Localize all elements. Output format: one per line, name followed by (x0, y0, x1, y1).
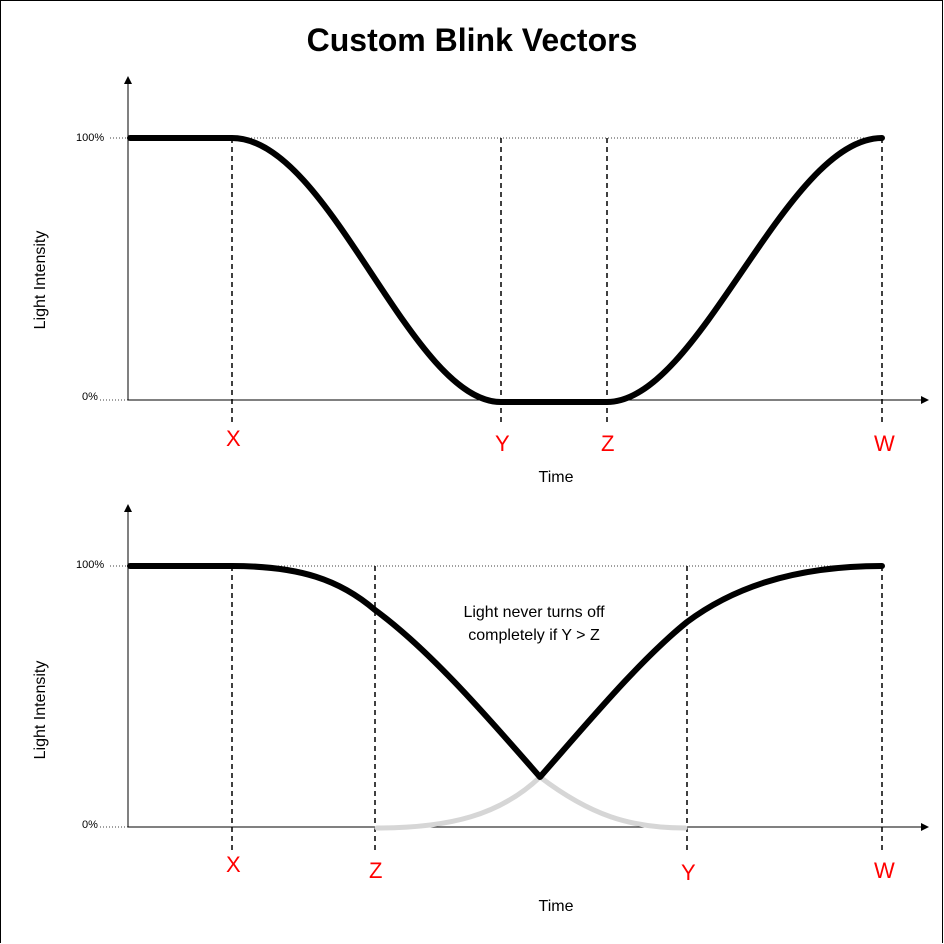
top-tick-100: 100% (76, 132, 104, 144)
top-marker-w: W (874, 431, 895, 456)
bottom-intensity-curve (127, 563, 885, 780)
bottom-y-label: Light Intensity (32, 661, 49, 760)
diagram-title: Custom Blink Vectors (306, 22, 638, 58)
top-intensity-curve (127, 135, 885, 405)
bottom-note-line1: Light never turns off (463, 604, 605, 621)
bottom-ghost-rise-curve (374, 774, 543, 831)
bottom-marker-z: Z (369, 858, 382, 883)
bottom-note-line2: completely if Y > Z (468, 627, 600, 644)
top-y-label: Light Intensity (32, 231, 49, 330)
top-x-label: Time (539, 469, 574, 486)
top-tick-0: 0% (82, 391, 98, 403)
top-marker-z: Z (601, 431, 614, 456)
bottom-panel: 100% 0% Light never turns off completely… (32, 504, 929, 915)
bottom-ghost-fall-curve (537, 774, 688, 831)
bottom-x-label: Time (539, 898, 574, 915)
bottom-tick-100: 100% (76, 559, 104, 571)
bottom-marker-w: W (874, 858, 895, 883)
bottom-marker-y: Y (681, 860, 696, 885)
top-marker-x: X (226, 426, 241, 451)
top-panel: 100% 0% X Y Z W Time Light Intensity (32, 76, 929, 486)
top-marker-y: Y (495, 431, 510, 456)
bottom-tick-0: 0% (82, 819, 98, 831)
bottom-marker-x: X (226, 852, 241, 877)
